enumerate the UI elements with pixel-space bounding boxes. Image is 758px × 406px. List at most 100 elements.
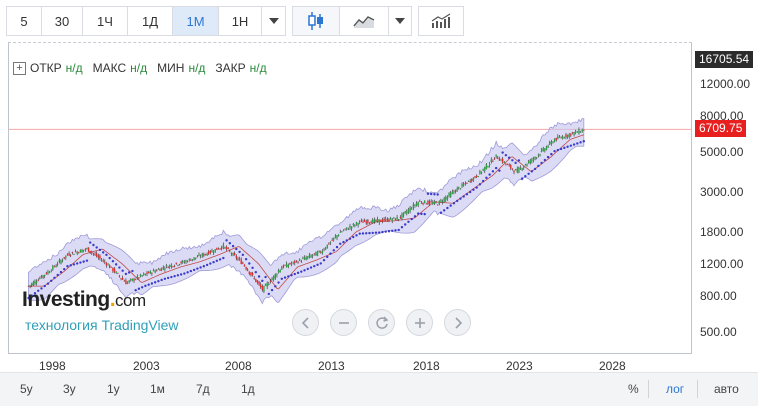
sar-dot [514, 161, 517, 165]
candle [37, 278, 39, 282]
candle [451, 189, 453, 195]
candle [99, 254, 101, 261]
sar-dot [524, 174, 527, 178]
chart-area[interactable] [8, 42, 692, 354]
candlestick-style-button[interactable] [292, 6, 340, 36]
candle [552, 141, 554, 144]
candle [310, 254, 312, 258]
range-5y-button[interactable]: 5y [20, 382, 33, 396]
interval-5-button[interactable]: 5 [6, 6, 42, 36]
candle [461, 182, 463, 189]
sar-dot [205, 263, 209, 267]
candle [506, 163, 509, 166]
candle [277, 268, 280, 274]
candle [97, 253, 100, 260]
candle [555, 137, 557, 142]
candle [550, 139, 553, 146]
range-7d-button[interactable]: 7д [196, 382, 210, 396]
candle [74, 249, 77, 253]
investing-logo[interactable]: Investing.com [22, 288, 146, 311]
candle [57, 261, 59, 267]
candle [138, 277, 140, 280]
reset-button[interactable] [368, 309, 395, 336]
scroll-left-button[interactable] [292, 309, 319, 336]
legend-open-label: ОТКР [30, 61, 62, 75]
candle [385, 216, 387, 222]
candle [485, 162, 488, 170]
interval-1d-button[interactable]: 1Д [127, 6, 173, 36]
interval-1w-button[interactable]: 1Н [218, 6, 262, 36]
candle [224, 246, 226, 249]
candle [331, 237, 333, 241]
interval-dropdown-button[interactable] [261, 6, 286, 36]
candle [547, 144, 549, 148]
candle [333, 237, 335, 242]
scroll-right-button[interactable] [444, 309, 471, 336]
line-style-button[interactable] [339, 6, 389, 36]
candle [34, 279, 36, 286]
sar-dot [429, 192, 433, 196]
sar-dot [267, 292, 271, 296]
sar-dot [235, 247, 238, 251]
candle [501, 156, 504, 164]
price-tick-label: 1200.00 [700, 257, 744, 271]
sar-dot [501, 151, 504, 154]
interval-30-button[interactable]: 30 [41, 6, 83, 36]
candle [229, 249, 231, 253]
candle [159, 268, 161, 271]
range-1y-button[interactable]: 1y [107, 382, 120, 396]
candle [160, 267, 163, 272]
candle [234, 251, 236, 256]
indicators-button[interactable] [418, 6, 464, 36]
candle [178, 263, 181, 266]
candle [71, 251, 74, 255]
candle [292, 261, 294, 265]
powered-by-link[interactable]: технология TradingView [25, 317, 179, 333]
range-1d-button[interactable]: 1д [241, 382, 255, 396]
candle [298, 258, 301, 262]
zoom-out-button[interactable] [330, 309, 357, 336]
sar-dot [76, 262, 79, 265]
candle [453, 189, 455, 195]
interval-1m-button[interactable]: 1М [172, 6, 219, 36]
sar-dot [92, 243, 95, 247]
candle [256, 279, 259, 285]
candle [264, 283, 267, 287]
interval-1h-button[interactable]: 1Ч [82, 6, 128, 36]
candle [523, 165, 525, 170]
sar-dot [439, 211, 443, 214]
candle [532, 156, 535, 163]
range-3y-button[interactable]: 3y [63, 382, 76, 396]
indicators-icon [431, 13, 451, 28]
candle [39, 276, 41, 280]
sar-dot [404, 223, 407, 226]
sar-dot [280, 277, 283, 280]
sar-dot [459, 197, 462, 200]
price-axis[interactable] [692, 42, 758, 354]
expand-legend-icon[interactable]: + [13, 61, 26, 75]
candle [393, 217, 395, 219]
zoom-in-button[interactable] [406, 309, 433, 336]
candle [259, 282, 262, 289]
range-1m-button[interactable]: 1м [150, 382, 165, 396]
candle [123, 279, 125, 282]
candle [219, 248, 221, 250]
candle [50, 269, 52, 273]
candle [193, 257, 195, 261]
candle [126, 281, 129, 285]
sar-dot [88, 241, 92, 244]
candle [508, 163, 510, 167]
candle [100, 257, 103, 262]
sar-dot [46, 282, 50, 285]
candle [323, 247, 325, 252]
candle [510, 163, 512, 171]
candle [409, 205, 411, 214]
chart-style-dropdown-button[interactable] [388, 6, 412, 36]
candle [182, 259, 184, 264]
candle [53, 265, 56, 268]
log-scale-button[interactable]: лог [666, 382, 685, 396]
auto-scale-button[interactable]: авто [714, 382, 739, 396]
candle [329, 241, 332, 245]
candle [381, 217, 384, 224]
percent-scale-button[interactable]: % [628, 382, 639, 396]
